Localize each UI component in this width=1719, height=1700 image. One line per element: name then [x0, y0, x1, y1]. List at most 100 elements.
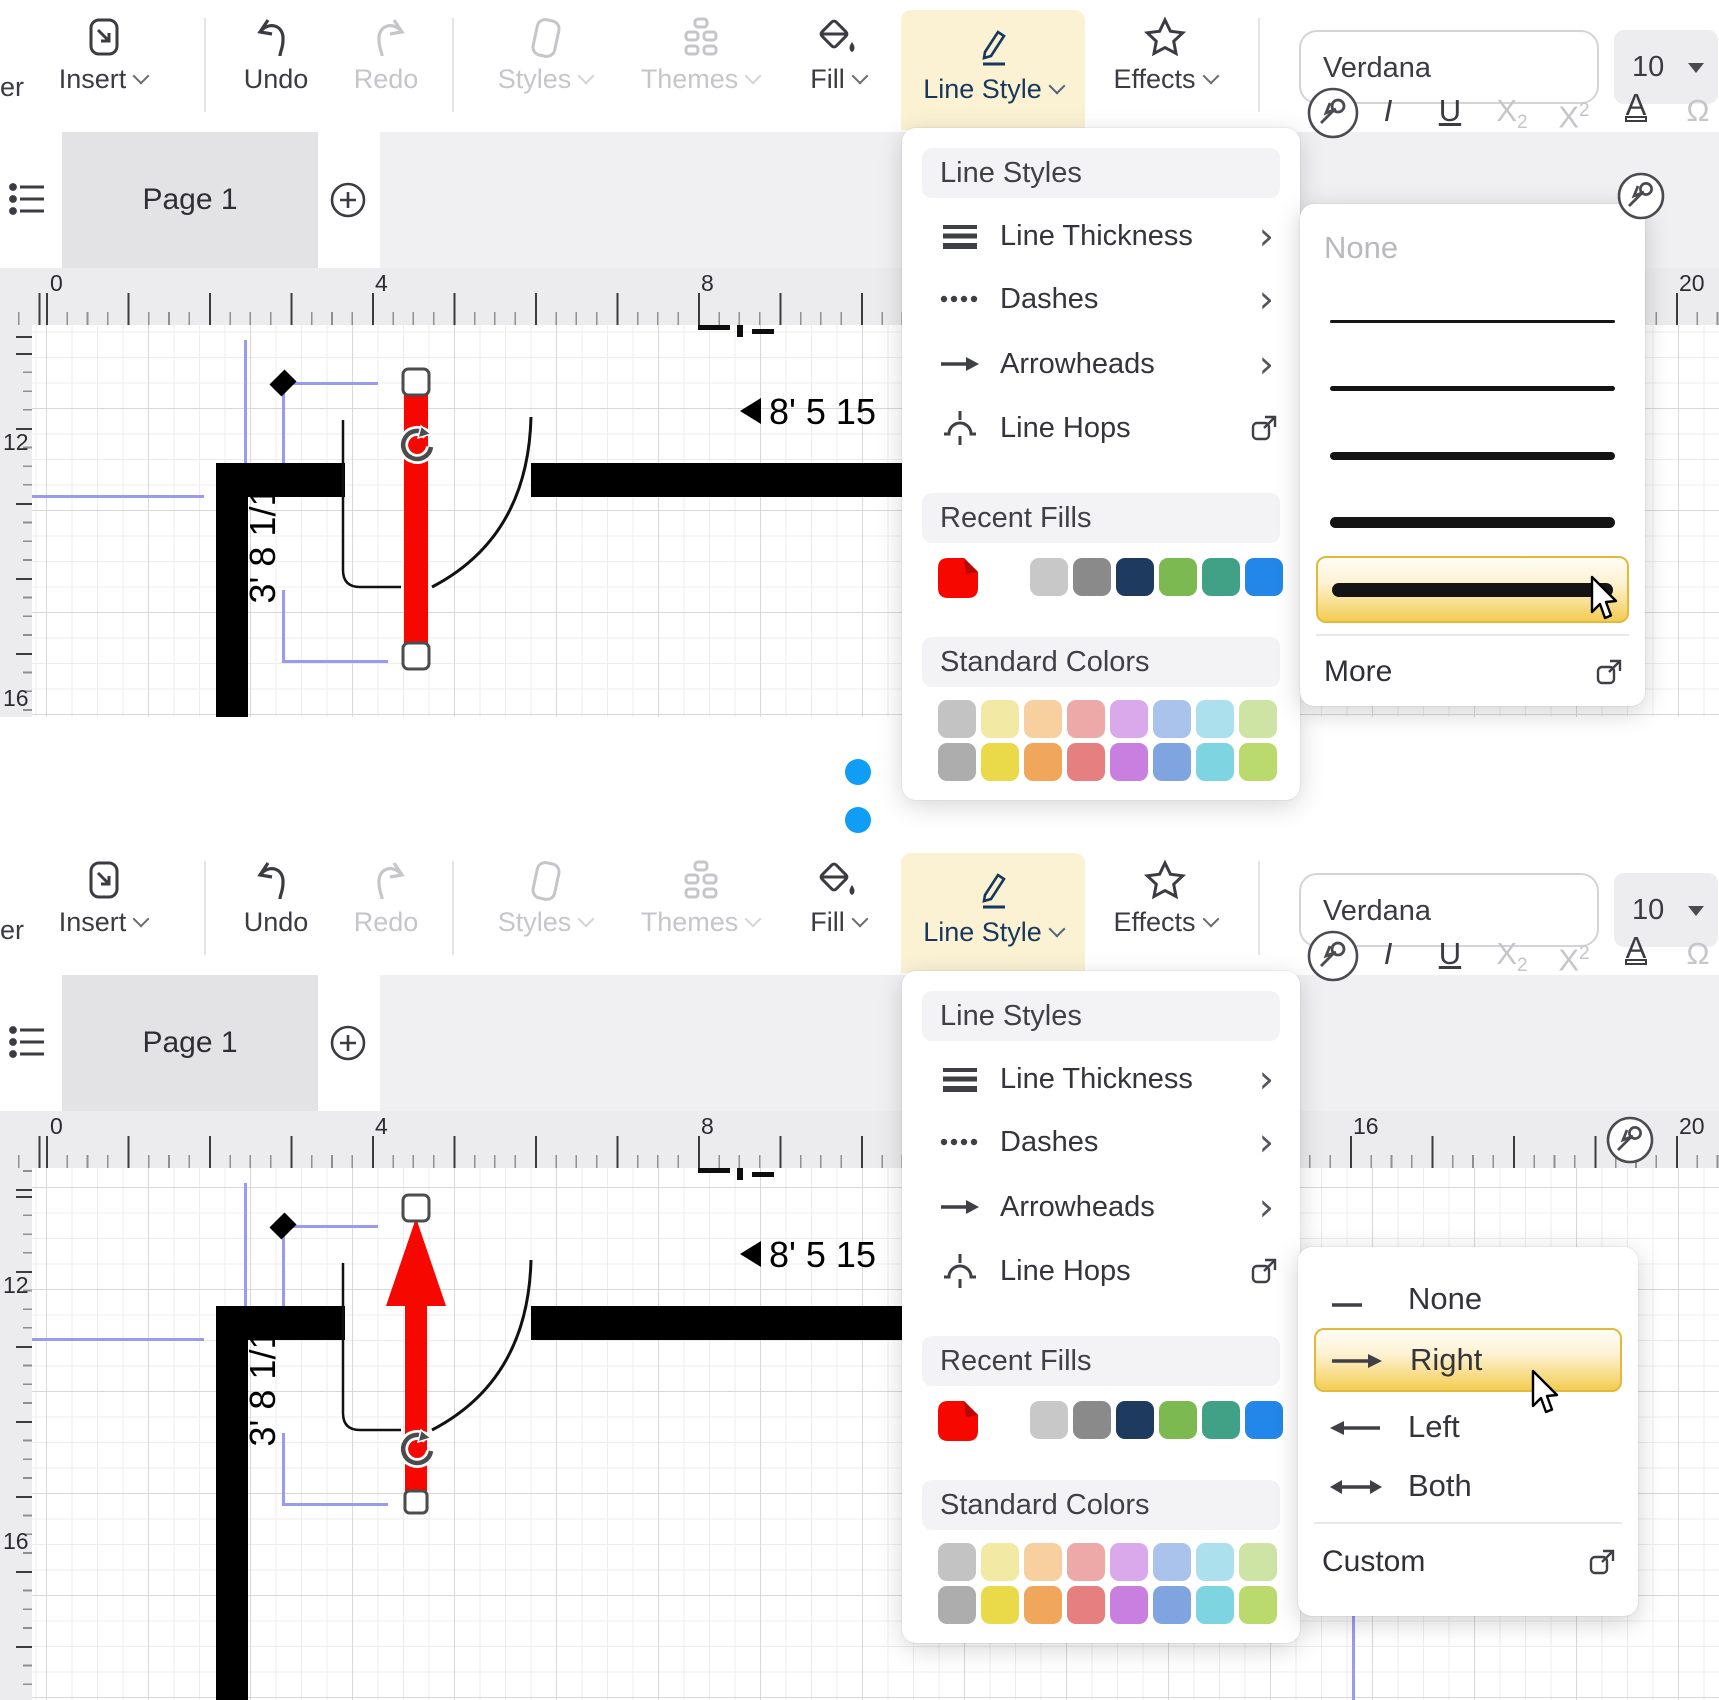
special-characters-button[interactable]: Ω: [1686, 936, 1710, 971]
menu-item-line-thickness[interactable]: Line Thickness ›: [938, 208, 1280, 264]
fill-button[interactable]: Fill: [773, 12, 903, 120]
color-swatch[interactable]: [1153, 1586, 1191, 1624]
pin-submenu-button[interactable]: [1615, 170, 1669, 224]
thickness-option[interactable]: [1316, 489, 1629, 556]
arrowhead-custom-button[interactable]: Custom: [1322, 1538, 1618, 1586]
font-size-select[interactable]: 10: [1614, 873, 1718, 947]
page-list-button[interactable]: [0, 132, 62, 268]
line-style-button[interactable]: Line Style: [901, 853, 1085, 973]
redo-button[interactable]: Redo: [321, 12, 451, 120]
pin-panel-button[interactable]: [1306, 929, 1362, 985]
insert-button[interactable]: Insert: [38, 12, 168, 120]
color-swatch[interactable]: [1153, 700, 1191, 738]
effects-button[interactable]: Effects: [1100, 12, 1230, 120]
subscript-button[interactable]: X2: [1496, 936, 1528, 977]
line-style-button[interactable]: Line Style: [901, 10, 1085, 130]
color-swatch[interactable]: [1159, 1401, 1197, 1439]
color-swatch[interactable]: [1239, 700, 1277, 738]
color-swatch[interactable]: [1153, 743, 1191, 781]
thickness-option-none[interactable]: None: [1324, 230, 1399, 265]
rotate-handle[interactable]: [394, 424, 438, 470]
color-swatch[interactable]: [1110, 1543, 1148, 1581]
text-color-button[interactable]: A: [1625, 87, 1647, 122]
color-swatch[interactable]: [1110, 700, 1148, 738]
color-swatch[interactable]: [938, 700, 976, 738]
color-swatch[interactable]: [981, 700, 1019, 738]
resize-handle-bottom[interactable]: [401, 641, 431, 671]
wall-segment[interactable]: [216, 463, 248, 717]
special-characters-button[interactable]: Ω: [1686, 93, 1710, 128]
superscript-button[interactable]: X2: [1558, 99, 1590, 135]
color-swatch[interactable]: [1024, 700, 1062, 738]
tab-page-1[interactable]: Page 1: [62, 975, 318, 1111]
resize-handle-top[interactable]: [401, 367, 431, 397]
clipped-toolbar-label[interactable]: er: [0, 72, 25, 102]
color-swatch[interactable]: [981, 1543, 1019, 1581]
styles-button[interactable]: Styles: [480, 12, 610, 120]
text-color-button[interactable]: A: [1625, 930, 1647, 965]
color-swatch[interactable]: [981, 743, 1019, 781]
wall-segment[interactable]: [216, 1306, 248, 1700]
color-swatch[interactable]: [1196, 1586, 1234, 1624]
selected-arrow-shape[interactable]: [380, 1210, 452, 1510]
color-swatch[interactable]: [1196, 743, 1234, 781]
redo-button[interactable]: Redo: [321, 855, 451, 963]
pin-submenu-button[interactable]: [1604, 1114, 1658, 1168]
pin-panel-button[interactable]: [1306, 86, 1362, 142]
color-swatch[interactable]: [1116, 1401, 1154, 1439]
styles-button[interactable]: Styles: [480, 855, 610, 963]
current-fill-icon[interactable]: [938, 1401, 978, 1441]
italic-button[interactable]: I: [1383, 93, 1393, 128]
insert-button[interactable]: Insert: [38, 855, 168, 963]
underline-button[interactable]: U: [1438, 936, 1462, 971]
thickness-option[interactable]: [1316, 355, 1629, 422]
clipped-toolbar-label[interactable]: er: [0, 915, 25, 945]
effects-button[interactable]: Effects: [1100, 855, 1230, 963]
undo-button[interactable]: Undo: [211, 855, 341, 963]
color-swatch[interactable]: [1202, 1401, 1240, 1439]
color-swatch[interactable]: [1067, 700, 1105, 738]
color-swatch[interactable]: [1196, 1543, 1234, 1581]
color-swatch[interactable]: [938, 1543, 976, 1581]
rotate-handle[interactable]: [394, 1428, 438, 1474]
add-page-button[interactable]: [318, 975, 380, 1111]
color-swatch[interactable]: [938, 743, 976, 781]
color-swatch[interactable]: [1239, 1586, 1277, 1624]
color-swatch[interactable]: [1239, 1543, 1277, 1581]
italic-button[interactable]: I: [1383, 936, 1393, 971]
thickness-option[interactable]: [1316, 422, 1629, 489]
menu-item-dashes[interactable]: Dashes ›: [938, 1114, 1280, 1170]
color-swatch[interactable]: [1153, 1543, 1191, 1581]
menu-item-line-hops[interactable]: Line Hops: [938, 1243, 1280, 1299]
color-swatch[interactable]: [1245, 1401, 1283, 1439]
menu-item-dashes[interactable]: Dashes ›: [938, 271, 1280, 327]
tab-page-1[interactable]: Page 1: [62, 132, 318, 268]
color-swatch[interactable]: [1116, 558, 1154, 596]
color-swatch[interactable]: [1245, 558, 1283, 596]
color-swatch[interactable]: [1073, 558, 1111, 596]
arrowhead-option-right[interactable]: Right: [1314, 1328, 1622, 1392]
color-swatch[interactable]: [1024, 743, 1062, 781]
resize-handle-top[interactable]: [401, 1193, 431, 1223]
thickness-more-button[interactable]: More: [1324, 648, 1625, 696]
menu-item-line-thickness[interactable]: Line Thickness ›: [938, 1051, 1280, 1107]
color-swatch[interactable]: [981, 1586, 1019, 1624]
arrowhead-option-left[interactable]: Left: [1314, 1401, 1622, 1453]
menu-item-arrowheads[interactable]: Arrowheads ›: [938, 336, 1280, 392]
arrowhead-option-none[interactable]: None: [1314, 1273, 1622, 1325]
superscript-button[interactable]: X2: [1558, 942, 1590, 978]
color-swatch[interactable]: [1202, 558, 1240, 596]
font-family-select[interactable]: Verdana: [1299, 873, 1599, 947]
menu-item-line-hops[interactable]: Line Hops: [938, 400, 1280, 456]
color-swatch[interactable]: [1067, 1543, 1105, 1581]
selected-door-shape[interactable]: [404, 375, 428, 660]
color-swatch[interactable]: [1067, 743, 1105, 781]
fill-button[interactable]: Fill: [773, 855, 903, 963]
color-swatch[interactable]: [1067, 1586, 1105, 1624]
thickness-option[interactable]: [1316, 556, 1629, 623]
underline-button[interactable]: U: [1438, 93, 1462, 128]
color-swatch[interactable]: [1024, 1543, 1062, 1581]
themes-button[interactable]: Themes: [635, 12, 765, 120]
color-swatch[interactable]: [1024, 1586, 1062, 1624]
thickness-option[interactable]: [1316, 288, 1629, 355]
